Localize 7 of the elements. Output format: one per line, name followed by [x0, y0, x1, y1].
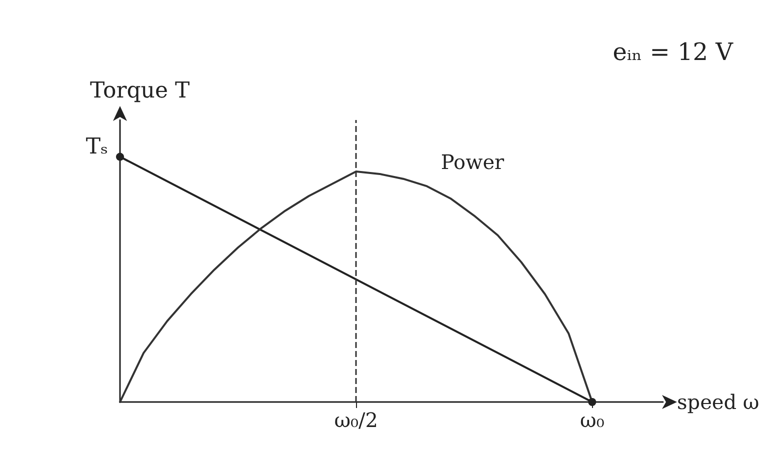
x-tick-label: ω₀ — [580, 408, 604, 432]
x-tick-label: ω₀/2 — [334, 408, 378, 432]
series-label: Power — [440, 150, 505, 174]
text: Tₛ — [86, 134, 108, 160]
y-axis-title: Torque T — [90, 78, 190, 104]
text: eᵢₙ = 12 V — [612, 38, 734, 66]
x-axis-title: speed ω — [677, 390, 760, 414]
